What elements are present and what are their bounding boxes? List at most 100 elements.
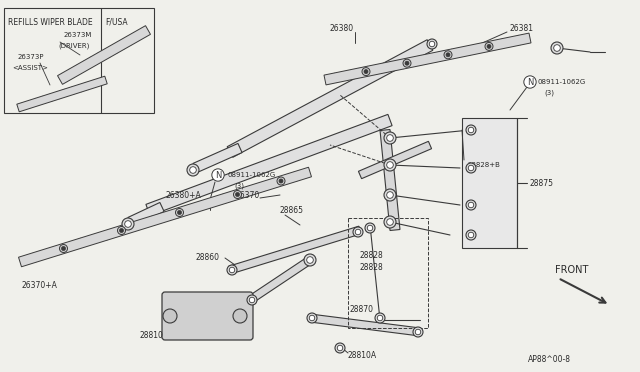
Polygon shape — [146, 114, 392, 216]
Text: 26380+A: 26380+A — [165, 190, 201, 199]
Polygon shape — [324, 33, 531, 85]
Circle shape — [118, 227, 125, 234]
FancyBboxPatch shape — [162, 292, 253, 340]
Circle shape — [365, 223, 375, 233]
Polygon shape — [128, 202, 164, 227]
Text: (3): (3) — [234, 183, 244, 189]
Text: 28875: 28875 — [530, 179, 554, 187]
Circle shape — [249, 297, 255, 303]
Polygon shape — [193, 144, 242, 173]
Circle shape — [466, 163, 476, 173]
Text: 08911-1062G: 08911-1062G — [228, 172, 276, 178]
Circle shape — [304, 254, 316, 266]
Circle shape — [362, 68, 370, 76]
Circle shape — [277, 177, 285, 185]
Text: 26370+A: 26370+A — [22, 280, 58, 289]
Circle shape — [468, 202, 474, 208]
Bar — [348, 218, 428, 328]
Text: 26373M: 26373M — [64, 32, 92, 38]
Text: 28810A: 28810A — [348, 352, 377, 360]
Circle shape — [234, 190, 241, 199]
Polygon shape — [17, 76, 108, 112]
Circle shape — [337, 345, 343, 351]
Circle shape — [413, 327, 423, 337]
Circle shape — [120, 228, 124, 232]
Circle shape — [554, 45, 560, 51]
Circle shape — [187, 164, 199, 176]
Circle shape — [427, 39, 437, 49]
Circle shape — [233, 309, 247, 323]
Text: 28865: 28865 — [280, 205, 304, 215]
Polygon shape — [358, 141, 431, 179]
Text: 26373P: 26373P — [18, 54, 45, 60]
Text: FRONT: FRONT — [555, 265, 588, 275]
Text: REFILLS WIPER BLADE: REFILLS WIPER BLADE — [8, 17, 93, 26]
Text: 28828+B: 28828+B — [468, 162, 501, 168]
Circle shape — [125, 221, 131, 227]
Polygon shape — [380, 129, 400, 231]
Text: 26381: 26381 — [510, 23, 534, 32]
Circle shape — [387, 162, 394, 168]
Circle shape — [466, 125, 476, 135]
Circle shape — [384, 216, 396, 228]
Text: 28828: 28828 — [360, 250, 384, 260]
Text: N: N — [527, 77, 533, 87]
Text: 28870: 28870 — [350, 305, 374, 314]
Bar — [462, 118, 517, 248]
Text: N: N — [215, 170, 221, 180]
Circle shape — [387, 135, 394, 141]
Circle shape — [384, 132, 396, 144]
Circle shape — [122, 218, 134, 230]
Text: (DRIVER): (DRIVER) — [58, 43, 90, 49]
Circle shape — [364, 70, 368, 74]
Circle shape — [375, 313, 385, 323]
Bar — [4, 8, 154, 113]
Circle shape — [468, 127, 474, 133]
Polygon shape — [248, 257, 312, 303]
Circle shape — [466, 230, 476, 240]
Text: (3): (3) — [544, 90, 554, 96]
Circle shape — [227, 265, 237, 275]
Text: 08911-1062G: 08911-1062G — [538, 79, 586, 85]
Text: F/USA: F/USA — [105, 17, 127, 26]
Circle shape — [415, 329, 420, 335]
Circle shape — [446, 53, 450, 57]
Circle shape — [387, 192, 394, 198]
Text: AP88^00-8: AP88^00-8 — [528, 356, 571, 365]
Text: 28860: 28860 — [195, 253, 219, 263]
Circle shape — [429, 41, 435, 47]
Circle shape — [377, 315, 383, 321]
Circle shape — [189, 167, 196, 173]
Text: 28810: 28810 — [140, 330, 164, 340]
Circle shape — [444, 51, 452, 59]
Circle shape — [309, 315, 315, 321]
Polygon shape — [310, 314, 420, 336]
Polygon shape — [229, 226, 361, 274]
Polygon shape — [227, 40, 433, 157]
Polygon shape — [19, 167, 312, 267]
Circle shape — [163, 309, 177, 323]
Circle shape — [279, 179, 283, 183]
Circle shape — [466, 200, 476, 210]
Circle shape — [487, 44, 491, 48]
Circle shape — [485, 42, 493, 50]
Circle shape — [60, 244, 67, 253]
Polygon shape — [58, 26, 150, 84]
Circle shape — [61, 247, 65, 250]
Circle shape — [468, 232, 474, 238]
Circle shape — [229, 267, 235, 273]
Circle shape — [387, 219, 394, 225]
Circle shape — [384, 159, 396, 171]
Circle shape — [335, 343, 345, 353]
Circle shape — [247, 295, 257, 305]
Circle shape — [177, 211, 182, 215]
Circle shape — [355, 229, 361, 235]
Text: <ASSIST>: <ASSIST> — [12, 65, 48, 71]
Circle shape — [405, 61, 409, 65]
Circle shape — [307, 313, 317, 323]
Circle shape — [353, 227, 363, 237]
Text: 26380: 26380 — [330, 23, 354, 32]
Circle shape — [468, 165, 474, 171]
Circle shape — [175, 208, 184, 217]
Circle shape — [384, 189, 396, 201]
